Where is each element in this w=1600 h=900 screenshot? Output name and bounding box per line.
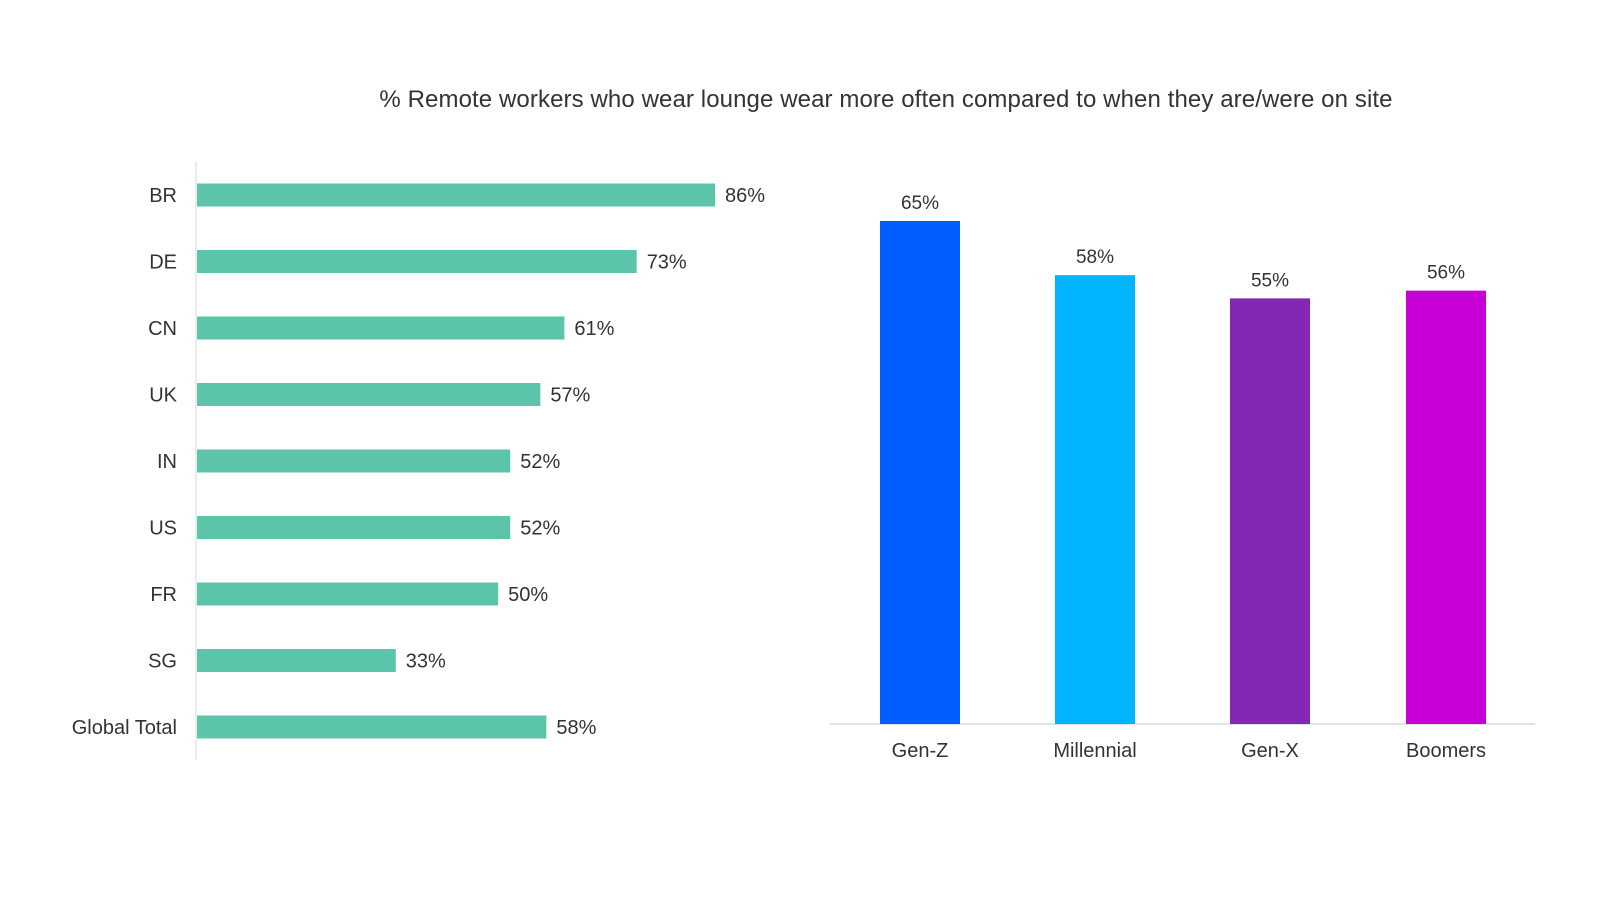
category-label: Gen-Z bbox=[892, 740, 949, 762]
category-label: CN bbox=[148, 318, 177, 340]
bar-gen-z bbox=[880, 221, 960, 724]
data-label: 58% bbox=[1076, 247, 1114, 268]
bar-fr bbox=[197, 582, 499, 606]
data-label: 52% bbox=[520, 451, 560, 473]
data-label: 50% bbox=[508, 584, 548, 606]
data-label: 33% bbox=[406, 651, 446, 673]
data-label: 55% bbox=[1251, 270, 1289, 291]
bar-uk bbox=[197, 383, 541, 406]
country-bar-chart: BR 86% DE 73% CN 61% UK 57% IN 52% US 52% FR 50% SG 33%… bbox=[72, 162, 765, 760]
bar-br bbox=[197, 183, 715, 207]
category-label: BR bbox=[149, 185, 177, 207]
bar-global-total bbox=[197, 715, 547, 739]
bar-cn bbox=[197, 316, 565, 340]
category-label: Millennial bbox=[1053, 740, 1136, 762]
data-label: 56% bbox=[1427, 263, 1465, 284]
data-label: 61% bbox=[574, 318, 614, 340]
data-label: 86% bbox=[725, 185, 765, 207]
bar-in bbox=[197, 449, 511, 473]
data-label: 65% bbox=[901, 193, 939, 214]
bar-gen-x bbox=[1230, 298, 1310, 724]
bar-millennial bbox=[1055, 275, 1135, 724]
bar-us bbox=[197, 516, 511, 539]
data-label: 73% bbox=[647, 252, 687, 274]
category-label: US bbox=[149, 518, 177, 540]
chart-title: % Remote workers who wear lounge wear mo… bbox=[379, 86, 1393, 113]
bar-de bbox=[197, 250, 637, 273]
data-label: 58% bbox=[556, 717, 596, 739]
category-label: Boomers bbox=[1406, 740, 1486, 762]
category-label: UK bbox=[149, 385, 177, 407]
category-label: DE bbox=[149, 252, 177, 274]
data-label: 52% bbox=[520, 518, 560, 540]
bar-sg bbox=[197, 649, 396, 672]
data-label: 57% bbox=[550, 385, 590, 407]
bar-boomers bbox=[1406, 290, 1486, 724]
category-label: SG bbox=[148, 651, 177, 673]
category-label: Gen-X bbox=[1241, 740, 1299, 762]
category-label: Global Total bbox=[72, 717, 177, 739]
category-label: FR bbox=[150, 584, 177, 606]
category-label: IN bbox=[157, 451, 177, 473]
